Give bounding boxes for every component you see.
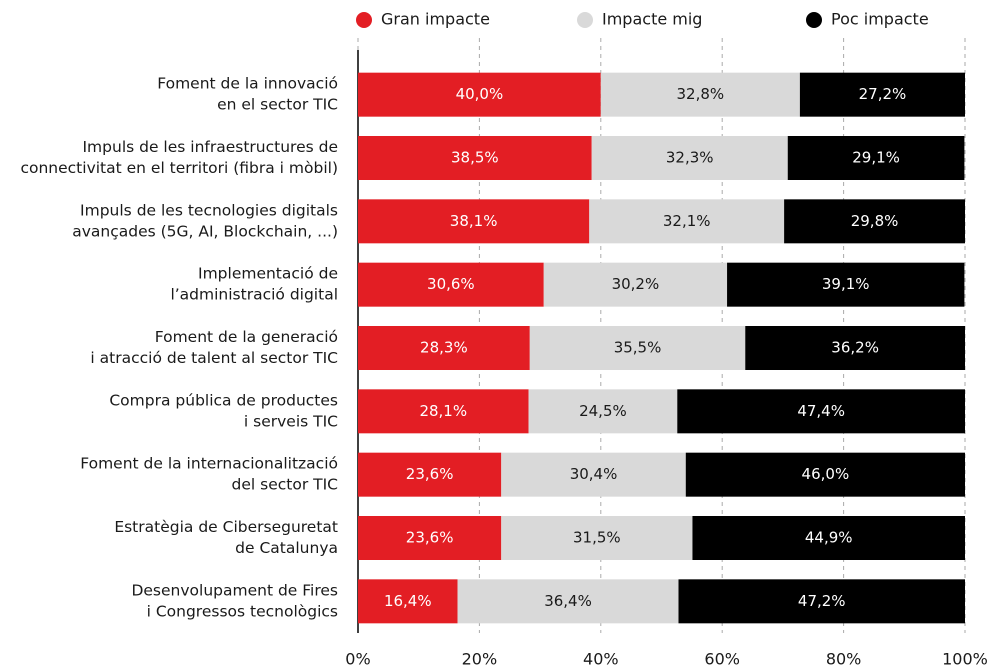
bar-segment [358, 452, 502, 497]
x-tick-label: 40% [583, 650, 619, 669]
bar-segment [543, 262, 728, 307]
value-label: 27,2% [859, 85, 907, 103]
category-label: i Congressos tecnològics [147, 602, 338, 620]
value-label: 46,0% [802, 465, 850, 483]
bar-segment [685, 452, 965, 497]
bar-segment [727, 262, 965, 307]
category-label: Impuls de les tecnologies digitals [80, 201, 338, 219]
category-label: Implementació de [198, 265, 338, 283]
bar-segment [589, 199, 785, 244]
bar-segment [745, 326, 965, 370]
bar-segment [501, 516, 693, 560]
category-label: Foment de la generació [155, 328, 338, 346]
bar-segment [591, 136, 788, 180]
value-label: 47,4% [797, 402, 845, 420]
bar-segment [358, 326, 530, 370]
value-label: 32,8% [677, 85, 725, 103]
category-label: de Catalunya [235, 539, 338, 557]
bar-segment [501, 452, 686, 497]
value-label: 30,4% [570, 465, 618, 483]
bar-segment [358, 579, 458, 624]
bar-segment [358, 199, 590, 244]
bar-segment [529, 326, 746, 370]
legend-label: Gran impacte [381, 10, 490, 29]
value-label: 36,4% [544, 592, 592, 610]
category-label: connectivitat en el territori (fibra i m… [20, 159, 338, 177]
category-label: Compra pública de productes [109, 391, 338, 409]
bar-segment [799, 72, 965, 117]
value-label: 23,6% [406, 529, 454, 547]
bar-segment [678, 579, 965, 624]
bar-segment [358, 516, 502, 560]
value-label: 32,3% [666, 149, 714, 167]
category-label: Foment de la internacionalització [80, 455, 338, 473]
category-label: i serveis TIC [244, 412, 338, 430]
category-label: Impuls de les infraestructures de [82, 138, 338, 156]
value-label: 38,1% [450, 212, 498, 230]
bar-segment [787, 136, 965, 180]
category-label: en el sector TIC [217, 96, 338, 114]
category-label: del sector TIC [232, 476, 338, 494]
legend-swatch [806, 12, 822, 28]
value-label: 28,1% [419, 402, 467, 420]
legend-label: Impacte mig [602, 10, 702, 29]
value-label: 47,2% [798, 592, 846, 610]
category-label: avançades (5G, AI, Blockchain, ...) [72, 222, 338, 240]
bar-segment [358, 136, 592, 180]
bar-segment [528, 389, 678, 434]
x-tick-label: 20% [462, 650, 498, 669]
value-label: 30,6% [427, 275, 475, 293]
bar-segment [677, 389, 965, 434]
value-label: 32,1% [663, 212, 711, 230]
value-label: 39,1% [822, 275, 870, 293]
category-label: Estratègia de Ciberseguretat [114, 518, 338, 536]
legend-swatch [356, 12, 372, 28]
bar-segment [457, 579, 679, 624]
value-label: 29,8% [851, 212, 899, 230]
value-label: 28,3% [420, 339, 468, 357]
value-label: 35,5% [614, 339, 662, 357]
category-label: Foment de la innovació [157, 75, 338, 93]
value-label: 16,4% [384, 592, 432, 610]
bar-segment [358, 72, 601, 117]
bar-segment [692, 516, 965, 560]
category-label: Desenvolupament de Fires [131, 581, 338, 599]
value-label: 29,1% [852, 149, 900, 167]
x-tick-label: 0% [345, 650, 370, 669]
category-label: i atracció de talent al sector TIC [90, 349, 338, 367]
bar-segment [600, 72, 800, 117]
value-label: 23,6% [406, 465, 454, 483]
bar-segment [358, 262, 544, 307]
x-tick-label: 60% [704, 650, 740, 669]
category-label: l’administració digital [170, 286, 338, 304]
value-label: 30,2% [612, 275, 660, 293]
value-label: 36,2% [831, 339, 879, 357]
x-tick-label: 80% [826, 650, 862, 669]
value-label: 31,5% [573, 529, 621, 547]
bar-segment [784, 199, 965, 244]
value-label: 24,5% [579, 402, 627, 420]
legend-label: Poc impacte [831, 10, 929, 29]
x-tick-label: 100% [942, 650, 988, 669]
legend-swatch [577, 12, 593, 28]
value-label: 40,0% [456, 85, 504, 103]
bar-segment [358, 389, 529, 434]
value-label: 44,9% [805, 529, 853, 547]
value-label: 38,5% [451, 149, 499, 167]
